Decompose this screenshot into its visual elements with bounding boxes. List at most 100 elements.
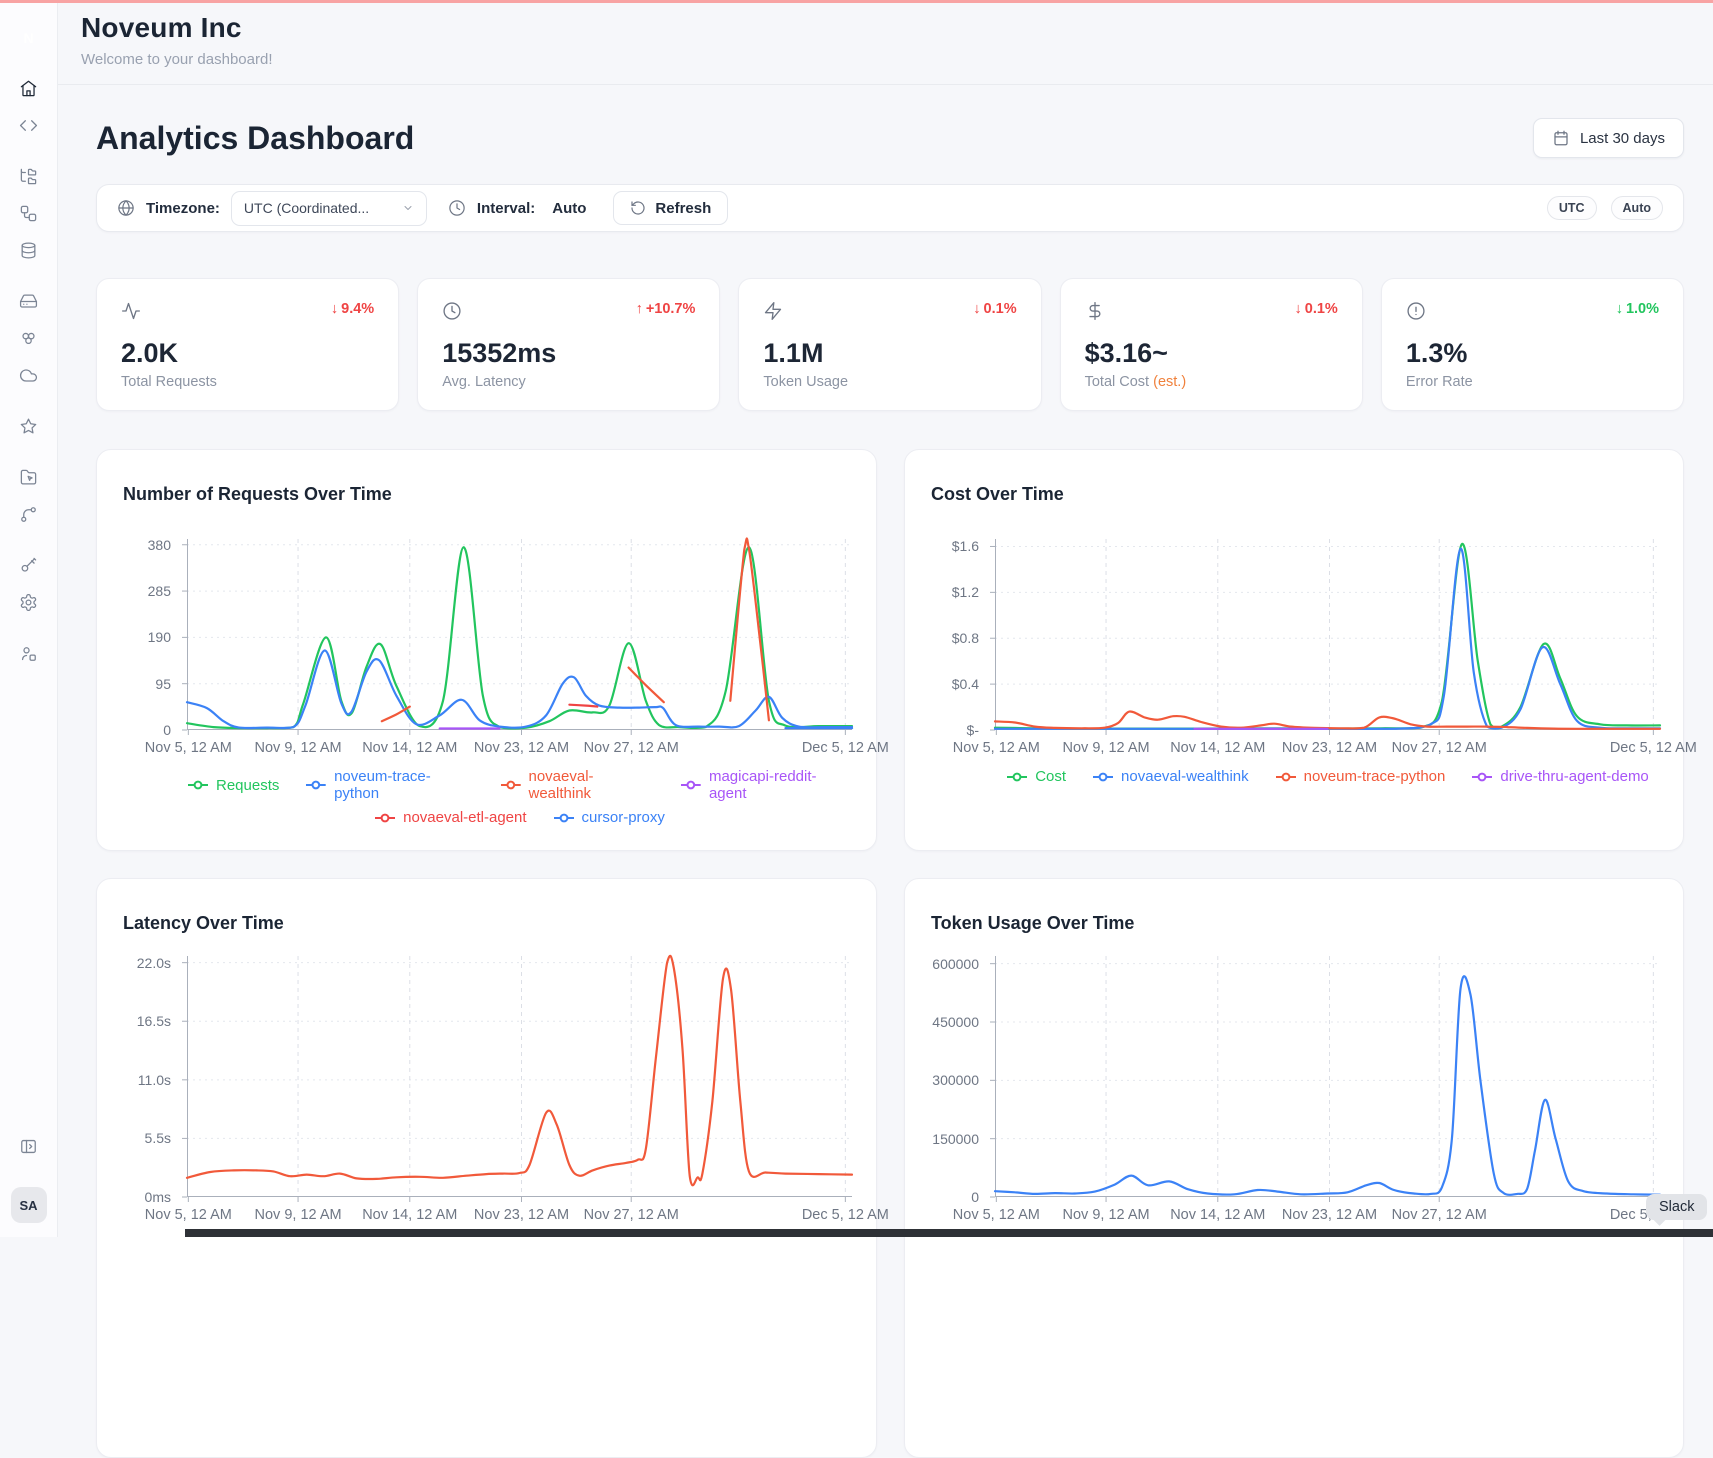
hard-drive-icon bbox=[19, 294, 38, 308]
legend-item-drive-thru-agent-demo[interactable]: drive-thru-agent-demo bbox=[1471, 768, 1649, 785]
stat-card-avg-latency: ↑ +10.7% 15352ms Avg. Latency bbox=[417, 278, 721, 411]
slack-badge[interactable]: Slack bbox=[1646, 1194, 1708, 1220]
nav-storage[interactable] bbox=[17, 289, 41, 313]
interval-label: Interval: bbox=[476, 199, 536, 217]
chart-title: Token Usage Over Time bbox=[931, 913, 1135, 933]
chevron-down-icon bbox=[402, 202, 414, 214]
nav-projects[interactable] bbox=[17, 465, 41, 489]
y-axis-label: 5.5s bbox=[144, 1130, 171, 1147]
user-avatar[interactable]: SA bbox=[10, 1187, 47, 1223]
y-axis-label: 300000 bbox=[932, 1072, 979, 1089]
refresh-button[interactable]: Refresh bbox=[613, 191, 729, 225]
y-axis-label: 0 bbox=[971, 1189, 979, 1205]
x-axis-label: Nov 23, 12 AM bbox=[1281, 1207, 1378, 1223]
interval-value: Auto bbox=[552, 199, 587, 217]
x-axis-label: Dec 5, 12 AM bbox=[1609, 740, 1697, 756]
stat-label: Total Cost (est.) bbox=[1084, 374, 1187, 390]
legend-item-Cost[interactable]: Cost bbox=[1006, 768, 1066, 785]
timezone-badge: UTC bbox=[1546, 196, 1597, 220]
stat-card-total-requests: ↓ 9.4% 2.0K Total Requests bbox=[96, 278, 400, 411]
nav-traces[interactable] bbox=[17, 164, 41, 188]
stat-delta: ↑ +10.7% bbox=[635, 301, 696, 317]
legend-item-cursor-proxy[interactable]: cursor-proxy bbox=[553, 809, 665, 826]
nav-code[interactable] bbox=[17, 113, 41, 137]
nav-team[interactable] bbox=[17, 641, 41, 665]
stat-value: $3.16~ bbox=[1084, 338, 1168, 368]
nav-settings[interactable] bbox=[17, 590, 41, 614]
y-axis-label: $0.4 bbox=[951, 676, 979, 693]
y-axis-label: 285 bbox=[147, 583, 171, 600]
legend-marker-icon bbox=[553, 813, 574, 822]
stat-card-total-cost: ↓ 0.1% $3.16~ Total Cost (est.) bbox=[1059, 278, 1363, 411]
nav-cloud[interactable] bbox=[17, 363, 41, 387]
x-axis-label: Nov 14, 12 AM bbox=[1170, 1207, 1266, 1223]
nav-clusters[interactable] bbox=[17, 326, 41, 350]
timezone-select[interactable]: UTC (Coordinated... bbox=[230, 190, 427, 226]
y-axis-label: 150000 bbox=[932, 1130, 979, 1147]
legend-item-noveum-trace-python[interactable]: noveum-trace-python bbox=[305, 768, 473, 802]
x-axis-label: Dec 5, 12 AM bbox=[801, 740, 889, 756]
y-axis-label: 450000 bbox=[932, 1014, 979, 1030]
chart-legend: Requests noveum-trace-python novaeval-weal… bbox=[187, 768, 852, 826]
stat-label: Token Usage bbox=[763, 374, 849, 390]
x-axis-label: Nov 27, 12 AM bbox=[583, 740, 679, 756]
legend-item-Requests[interactable]: Requests bbox=[187, 777, 279, 794]
legend-item-noveum-trace-python[interactable]: noveum-trace-python bbox=[1275, 768, 1445, 785]
x-axis-label: Nov 9, 12 AM bbox=[1062, 740, 1150, 756]
trend-arrow: ↑ bbox=[635, 301, 643, 317]
x-axis-label: Nov 9, 12 AM bbox=[1062, 1207, 1150, 1223]
refresh-label: Refresh bbox=[655, 199, 712, 217]
series-novaeval-etl-agent bbox=[568, 703, 599, 708]
x-axis-label: Dec 5, 12 AM bbox=[801, 1207, 889, 1223]
nav-api-keys[interactable] bbox=[17, 553, 41, 577]
y-axis-label: 0 bbox=[163, 722, 171, 738]
y-axis-label: 22.0s bbox=[136, 954, 171, 971]
legend-item-novaeval-wealthink[interactable]: novaeval-wealthink bbox=[1092, 768, 1249, 785]
series-tokens bbox=[993, 975, 1662, 1196]
x-axis-label: Nov 27, 12 AM bbox=[1391, 740, 1487, 756]
x-axis: Nov 5, 12 AM Nov 9, 12 AM Nov 14, 12 AM Nov… bbox=[145, 738, 889, 762]
y-axis-label: 600000 bbox=[932, 955, 979, 972]
chart-plot[interactable] bbox=[182, 952, 854, 1202]
nav-branches[interactable] bbox=[17, 502, 41, 526]
legend-item-novaeval-wealthink[interactable]: novaeval-wealthink bbox=[500, 768, 654, 802]
x-axis-label: Nov 27, 12 AM bbox=[583, 1207, 679, 1223]
chart-plot[interactable] bbox=[990, 535, 1662, 735]
clock-icon bbox=[448, 199, 466, 217]
settings-icon bbox=[20, 593, 37, 611]
x-axis-label: Nov 23, 12 AM bbox=[473, 740, 570, 756]
sidebar-nav bbox=[17, 76, 41, 678]
timezone-label: Timezone: bbox=[146, 199, 220, 217]
legend-item-magicapi-reddit-agent[interactable]: magicapi-reddit-agent bbox=[680, 768, 852, 802]
chart-plot[interactable] bbox=[990, 952, 1662, 1202]
nav-favorites[interactable] bbox=[17, 414, 41, 438]
x-axis-label: Nov 5, 12 AM bbox=[144, 1207, 232, 1223]
database-icon bbox=[21, 242, 36, 258]
series-novaeval-wealthink bbox=[729, 537, 770, 722]
series-novaeval-wealthink bbox=[380, 705, 411, 723]
chart-requests-over-time: Number of Requests Over Time 380 285 190 95… bbox=[96, 449, 889, 851]
app-logo[interactable]: N bbox=[23, 30, 34, 46]
x-axis: Nov 5, 12 AM Nov 9, 12 AM Nov 14, 12 AM Nov… bbox=[953, 738, 1697, 762]
nav-home[interactable] bbox=[17, 76, 41, 100]
key-icon bbox=[21, 557, 37, 572]
stat-delta: ↓ 9.4% bbox=[330, 301, 375, 317]
legend-marker-icon bbox=[1275, 772, 1296, 781]
date-range-button[interactable]: Last 30 days bbox=[1532, 118, 1684, 158]
nav-workflows[interactable] bbox=[17, 201, 41, 225]
dollar-icon bbox=[1085, 301, 1105, 326]
nav-datasets[interactable] bbox=[17, 238, 41, 262]
stat-delta: ↓ 0.1% bbox=[973, 301, 1017, 317]
chart-title: Cost Over Time bbox=[931, 484, 1064, 504]
series-novaeval-wealthink bbox=[627, 666, 665, 704]
series-noveum-trace-python bbox=[185, 649, 854, 730]
panel-toggle-icon[interactable] bbox=[17, 1134, 41, 1158]
activity-icon bbox=[121, 301, 141, 326]
chart-plot[interactable] bbox=[182, 535, 854, 735]
x-axis-label: Nov 9, 12 AM bbox=[254, 1207, 342, 1223]
x-axis: Nov 5, 12 AM Nov 9, 12 AM Nov 14, 12 AM Nov… bbox=[145, 1205, 889, 1229]
legend-item-novaeval-etl-agent[interactable]: novaeval-etl-agent bbox=[374, 809, 527, 826]
git-branch-icon bbox=[21, 506, 36, 522]
app-header: Noveum Inc Welcome to your dashboard! bbox=[57, 0, 1713, 85]
x-axis-label: Nov 23, 12 AM bbox=[1281, 740, 1378, 756]
